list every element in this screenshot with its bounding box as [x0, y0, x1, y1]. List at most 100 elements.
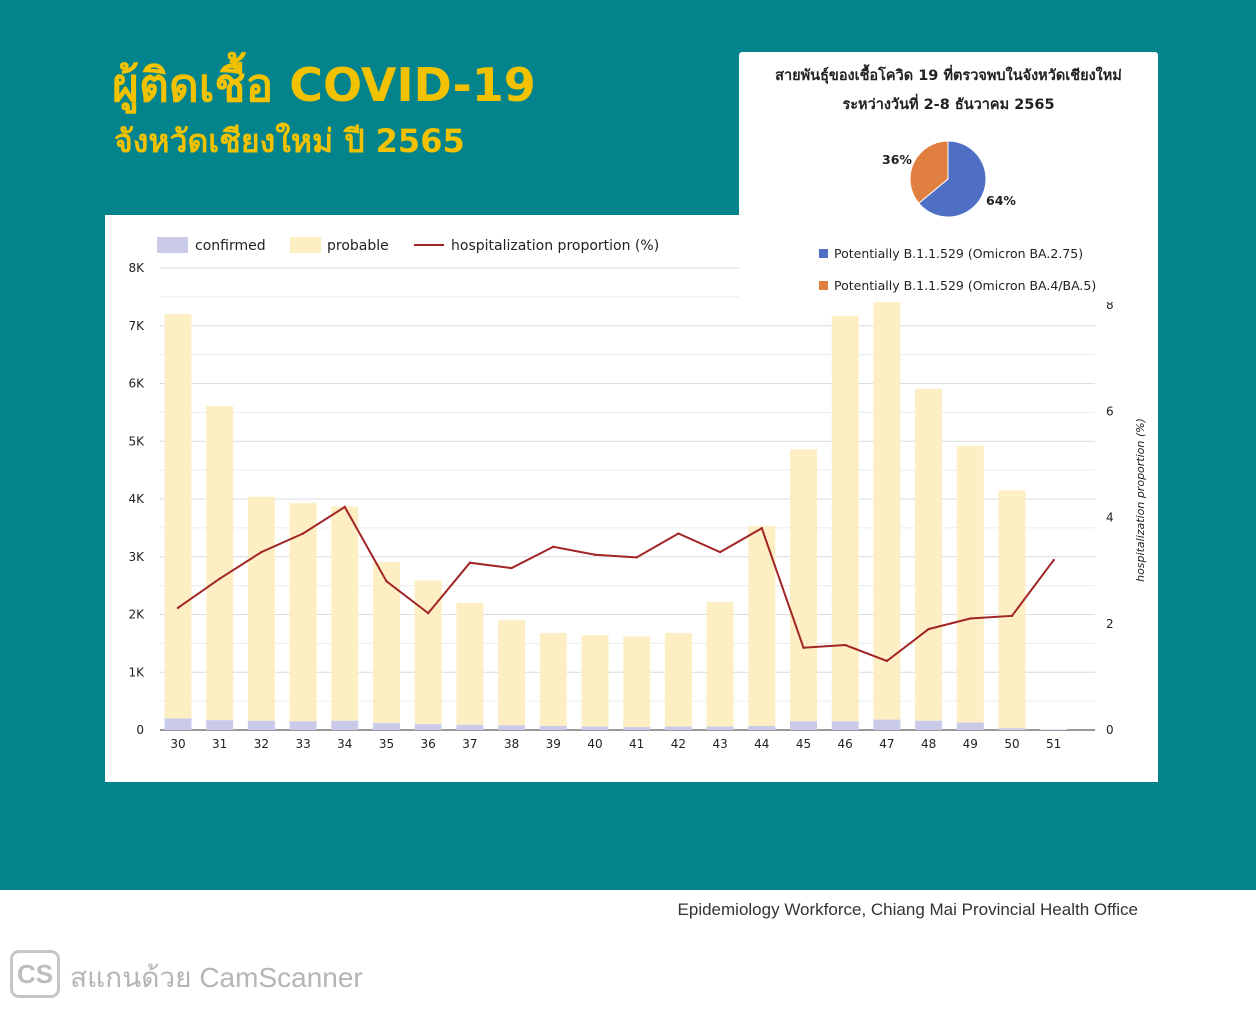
- x-tick-label: 31: [212, 737, 227, 751]
- x-tick-label: 45: [796, 737, 811, 751]
- line-point: [677, 532, 680, 535]
- bar-confirmed: [414, 724, 442, 730]
- pie-title-line-2: ระหว่างวันที่ 2-8 ธันวาคม 2565: [842, 97, 1055, 113]
- bar-confirmed: [915, 720, 943, 730]
- pie-pct-label-ba45: 36%: [882, 152, 912, 167]
- x-tick-label: 49: [963, 737, 978, 751]
- y-left-tick-label: 1K: [128, 665, 145, 679]
- line-point: [385, 580, 388, 583]
- bar-confirmed: [581, 726, 609, 730]
- bar-confirmed: [373, 723, 400, 730]
- chart-legend: confirmed probable hospitalization proport…: [157, 237, 659, 254]
- source-attribution: Epidemiology Workforce, Chiang Mai Provi…: [677, 900, 1138, 919]
- line-point: [969, 617, 972, 620]
- line-point: [802, 646, 805, 649]
- bar-probable: [206, 406, 234, 721]
- bar-confirmed: [998, 728, 1026, 730]
- legend-swatch: [819, 249, 828, 258]
- camscanner-logo: CS: [10, 950, 60, 998]
- x-tick-label: 46: [838, 737, 853, 751]
- bar-confirmed: [831, 721, 859, 730]
- bar-confirmed: [956, 722, 984, 730]
- bar-confirmed: [539, 725, 567, 730]
- x-tick-label: 48: [921, 737, 936, 751]
- legend-swatch: [819, 281, 828, 290]
- line-point: [593, 553, 597, 556]
- pie-legend-label: Potentially B.1.1.529 (Omicron BA.2.75): [834, 246, 1084, 261]
- bar-confirmed: [664, 726, 692, 730]
- x-tick-label: 38: [504, 737, 519, 751]
- bar-confirmed: [289, 721, 317, 730]
- bar-probable: [247, 496, 275, 721]
- bar-probable: [748, 526, 776, 726]
- x-tick-label: 44: [754, 737, 769, 751]
- line-point: [1010, 614, 1014, 618]
- bar-confirmed: [623, 727, 651, 730]
- page-title: ผู้ติดเชื้อ COVID-19: [112, 58, 536, 112]
- bar-probable: [998, 490, 1026, 729]
- y-left-tick-label: 6K: [128, 377, 145, 391]
- x-tick-label: 37: [462, 737, 477, 751]
- bar-probable: [456, 602, 484, 725]
- x-tick-label: 43: [712, 737, 727, 751]
- bar-confirmed: [748, 725, 776, 730]
- bar-probable: [915, 388, 943, 721]
- legend-swatch: [157, 237, 188, 253]
- bar-probable: [331, 506, 359, 721]
- line-point: [468, 561, 472, 564]
- line-point: [427, 611, 430, 615]
- bar-confirmed: [1040, 729, 1068, 730]
- x-tick-label: 42: [671, 737, 686, 751]
- bar-confirmed: [790, 721, 817, 730]
- pie-chart-card: สายพันธุ์ของเชื้อโควิด 19 ที่ตรวจพบในจัง…: [739, 52, 1158, 302]
- line-point: [510, 566, 513, 570]
- x-tick-label: 47: [879, 737, 894, 751]
- y-right-tick-label: 4: [1106, 511, 1114, 525]
- x-tick-label: 32: [254, 737, 269, 751]
- x-tick-label: 33: [295, 737, 310, 751]
- bar-probable: [623, 636, 651, 728]
- line-point: [552, 545, 555, 548]
- line-point: [635, 556, 638, 559]
- bar-probable: [164, 314, 192, 719]
- bar-probable: [706, 601, 734, 727]
- x-tick-label: 39: [546, 737, 561, 751]
- bar-probable: [539, 632, 567, 726]
- hospitalization-polyline: [177, 505, 1055, 663]
- y-left-tick-label: 0: [136, 723, 144, 737]
- y-right-tick-label: 2: [1106, 617, 1114, 631]
- x-tick-label: 35: [379, 737, 394, 751]
- pie-legend-item-ba45: Potentially B.1.1.529 (Omicron BA.4/BA.5…: [819, 278, 1096, 293]
- line-point: [260, 550, 263, 554]
- bar-confirmed: [164, 718, 192, 730]
- bar-confirmed: [706, 726, 734, 730]
- bar-probable: [790, 449, 817, 722]
- pie-title-line-1: สายพันธุ์ของเชื้อโควิด 19 ที่ตรวจพบในจัง…: [775, 68, 1122, 84]
- bar-confirmed: [498, 725, 526, 730]
- hospitalization-line: [176, 505, 1055, 663]
- y-right-axis-label: hospitalization proportion (%): [1134, 418, 1147, 582]
- y-left-tick-label: 8K: [128, 261, 145, 275]
- y-left-tick-label: 2K: [128, 608, 145, 622]
- pie-pct-label-ba275: 64%: [986, 193, 1016, 208]
- line-point: [343, 505, 346, 509]
- line-point: [927, 627, 930, 631]
- variant-pie-chart: [909, 140, 987, 218]
- x-tick-label: 41: [629, 737, 644, 751]
- y-right-tick-label: 0: [1106, 723, 1114, 737]
- bar-confirmed: [873, 719, 901, 730]
- bar-probable: [414, 580, 442, 725]
- bar-confirmed: [331, 720, 359, 730]
- bar-probable: [498, 620, 526, 726]
- y-left-tick-label: 5K: [128, 434, 145, 448]
- y-right-tick-label: 8: [1106, 298, 1114, 312]
- line-point: [218, 577, 221, 580]
- bar-probable: [831, 315, 859, 722]
- bar-probable: [289, 503, 317, 722]
- bars: [164, 302, 1068, 730]
- pie-legend-label: Potentially B.1.1.529 (Omicron BA.4/BA.5…: [834, 278, 1097, 293]
- line-point: [844, 643, 847, 647]
- y-left-tick-label: 4K: [128, 492, 145, 506]
- line-point: [760, 527, 763, 530]
